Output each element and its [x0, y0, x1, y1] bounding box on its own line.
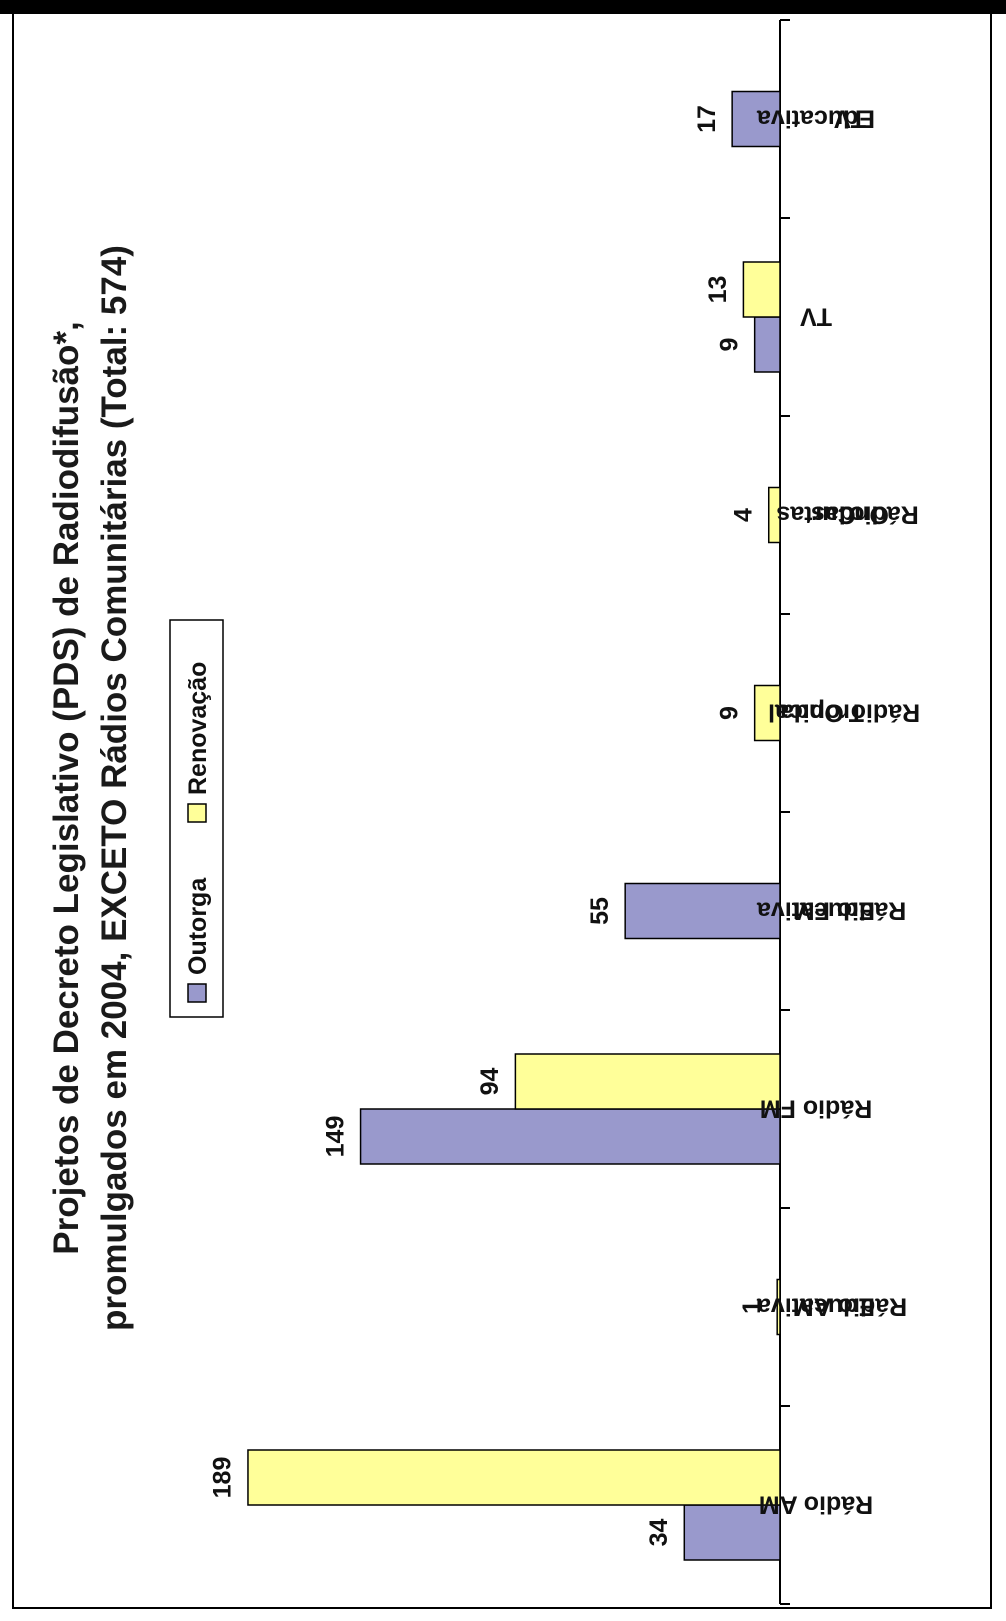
data-label: 13: [704, 276, 732, 304]
bar-renovacao: [753, 684, 781, 742]
tick-label: Rádio Onda: [779, 698, 920, 726]
legend-label-renovacao: Renovação: [184, 662, 212, 795]
data-label: 4: [729, 508, 757, 522]
bar-renovacao: [776, 1278, 781, 1336]
data-label: 94: [476, 1068, 504, 1096]
tick-label: Rádio FM: [794, 896, 907, 924]
tick-label: TV: [800, 302, 832, 330]
legend-label-outorga: Outorga: [184, 877, 212, 975]
bar-renovacao: [742, 261, 781, 318]
data-label: 55: [586, 897, 614, 925]
tick-label: Rádio: [849, 500, 918, 528]
bar-outorga: [753, 316, 781, 373]
tick-label: Tropical: [768, 698, 864, 726]
tick-label: Curtas: [776, 500, 855, 528]
tick-label: TV: [834, 104, 866, 132]
data-label: 9: [715, 338, 743, 352]
tick-label: Rádio FM: [760, 1094, 873, 1122]
bar-renovacao: [247, 1449, 781, 1506]
chart-frame: [12, 14, 992, 1609]
bar-renovacao: [514, 1053, 781, 1110]
tick-label: Educativa: [756, 104, 875, 132]
data-label: 149: [321, 1116, 349, 1158]
chart-title-line2: promulgados em 2004, EXCETO Rádios Comun…: [95, 245, 134, 1331]
legend-swatch-renovacao: [187, 803, 207, 823]
bar-renovacao: [767, 486, 781, 544]
data-label: 1: [738, 1300, 766, 1314]
data-label: 17: [693, 105, 721, 133]
tick-label: Educativa: [756, 1292, 875, 1320]
data-label: 34: [645, 1519, 673, 1547]
bar-outorga: [683, 1504, 781, 1561]
chart-title-line1: Projetos de Decreto Legislativo (PDS) de…: [47, 321, 86, 1255]
axis-ticks: [780, 19, 790, 1605]
bar-outorga: [624, 882, 781, 940]
data-label: 9: [715, 706, 743, 720]
data-label: 189: [209, 1457, 237, 1499]
bar-outorga: [731, 90, 781, 148]
tick-label: Educativa: [756, 896, 875, 924]
tick-label: Rádio AM: [793, 1292, 907, 1320]
tick-label: Ondas: [811, 500, 889, 528]
bars: [247, 90, 781, 1561]
bar-outorga: [359, 1108, 781, 1165]
legend-swatch-outorga: [187, 983, 207, 1003]
legend: Outorga Renovação: [169, 619, 224, 1018]
top-border-bar: [0, 0, 1006, 14]
tick-label: Rádio AM: [759, 1490, 873, 1518]
